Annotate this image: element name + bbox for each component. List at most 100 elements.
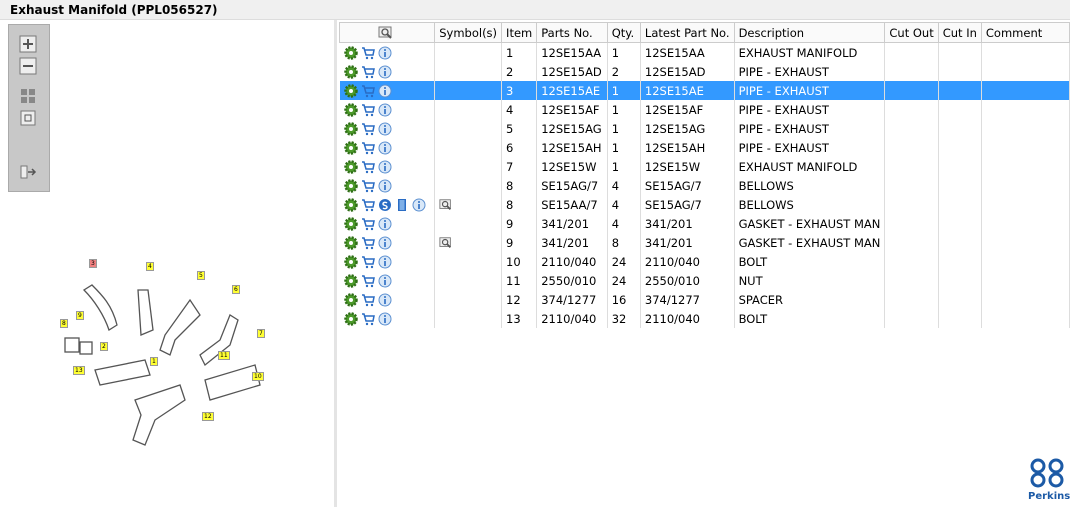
part-row[interactable]: 7 12SE15W 1 12SE15W EXHAUST MANIFOLD <box>339 157 1070 176</box>
cart-icon[interactable] <box>361 255 375 269</box>
callout[interactable]: 2 <box>100 342 108 351</box>
options-icon[interactable] <box>344 312 358 326</box>
cart-icon[interactable] <box>361 179 375 193</box>
part-row[interactable]: 1 12SE15AA 1 12SE15AA EXHAUST MANIFOLD <box>339 42 1070 62</box>
column-header[interactable]: Latest Part No. <box>639 22 735 43</box>
options-icon[interactable] <box>344 103 358 117</box>
service-icon[interactable] <box>378 198 392 212</box>
cart-icon[interactable] <box>361 103 375 117</box>
options-icon[interactable] <box>344 84 358 98</box>
callout[interactable]: 13 <box>73 366 85 375</box>
callout[interactable]: 5 <box>197 271 205 280</box>
symbols-cell <box>434 309 503 328</box>
part-row[interactable]: 9 341/201 8 341/201 GASKET - EXHAUST MAN <box>339 233 1070 252</box>
part-row[interactable]: 9 341/201 4 341/201 GASKET - EXHAUST MAN <box>339 214 1070 233</box>
zoom-out-button[interactable] <box>19 57 37 75</box>
exploded-diagram[interactable] <box>40 250 280 450</box>
cart-icon[interactable] <box>361 122 375 136</box>
info-icon[interactable] <box>378 103 392 117</box>
options-icon[interactable] <box>344 46 358 60</box>
part-row[interactable]: 8 SE15AG/7 4 SE15AG/7 BELLOWS <box>339 176 1070 195</box>
column-header[interactable]: Symbol(s) <box>434 22 503 43</box>
info-icon[interactable] <box>378 179 392 193</box>
cart-icon[interactable] <box>361 236 375 250</box>
cart-icon[interactable] <box>361 293 375 307</box>
callout[interactable]: 11 <box>218 351 230 360</box>
info-icon[interactable] <box>378 217 392 231</box>
symbol-icon[interactable] <box>439 236 453 250</box>
column-header[interactable]: Cut Out <box>884 22 939 43</box>
part-row[interactable]: 6 12SE15AH 1 12SE15AH PIPE - EXHAUST <box>339 138 1070 157</box>
info-icon[interactable] <box>378 141 392 155</box>
info-icon[interactable] <box>378 255 392 269</box>
action-icons <box>339 157 436 176</box>
part-row[interactable]: 5 12SE15AG 1 12SE15AG PIPE - EXHAUST <box>339 119 1070 138</box>
manual-icon[interactable] <box>395 198 409 212</box>
part-row[interactable]: 8 SE15AA/7 4 SE15AG/7 BELLOWS <box>339 195 1070 214</box>
options-icon[interactable] <box>344 255 358 269</box>
cart-icon[interactable] <box>361 198 375 212</box>
column-header[interactable]: Parts No. <box>536 22 608 43</box>
cart-icon[interactable] <box>361 46 375 60</box>
options-icon[interactable] <box>344 160 358 174</box>
info-icon[interactable] <box>378 65 392 79</box>
callout[interactable]: 10 <box>252 372 264 381</box>
cart-icon[interactable] <box>361 141 375 155</box>
callout[interactable]: 8 <box>60 319 68 328</box>
sync-button[interactable] <box>19 163 37 181</box>
options-icon[interactable] <box>344 274 358 288</box>
reset-button[interactable] <box>19 109 37 127</box>
info-icon[interactable] <box>378 236 392 250</box>
callout[interactable]: 4 <box>146 262 154 271</box>
item-cell: 8 <box>501 195 538 214</box>
callout[interactable]: 6 <box>232 285 240 294</box>
info-icon[interactable] <box>378 46 392 60</box>
cart-icon[interactable] <box>361 84 375 98</box>
options-icon[interactable] <box>344 65 358 79</box>
column-header[interactable]: Cut In <box>937 22 982 43</box>
cart-icon[interactable] <box>361 312 375 326</box>
info-icon[interactable] <box>378 160 392 174</box>
fit-button[interactable] <box>19 87 37 105</box>
info-icon[interactable] <box>378 312 392 326</box>
part-row[interactable]: 11 2550/010 24 2550/010 NUT <box>339 271 1070 290</box>
item-cell: 6 <box>501 138 538 157</box>
cart-icon[interactable] <box>361 274 375 288</box>
info-icon[interactable] <box>378 122 392 136</box>
part-row[interactable]: 2 12SE15AD 2 12SE15AD PIPE - EXHAUST <box>339 62 1070 81</box>
description-cell: BOLT <box>734 252 886 271</box>
qty-cell: 4 <box>607 195 641 214</box>
cart-icon[interactable] <box>361 160 375 174</box>
info-icon[interactable] <box>378 274 392 288</box>
symbol-icon[interactable] <box>439 198 453 212</box>
column-header[interactable]: Description <box>733 22 886 43</box>
cart-icon[interactable] <box>361 217 375 231</box>
part-row[interactable]: 13 2110/040 32 2110/040 BOLT <box>339 309 1070 328</box>
callout[interactable]: 12 <box>202 412 214 421</box>
part-row[interactable]: 10 2110/040 24 2110/040 BOLT <box>339 252 1070 271</box>
options-icon[interactable] <box>344 236 358 250</box>
options-icon[interactable] <box>344 198 358 212</box>
part-row[interactable]: 4 12SE15AF 1 12SE15AF PIPE - EXHAUST <box>339 100 1070 119</box>
options-icon[interactable] <box>344 179 358 193</box>
callout[interactable]: 3 <box>89 259 97 268</box>
info-icon[interactable] <box>378 293 392 307</box>
icon-column-header[interactable] <box>338 22 436 43</box>
info-icon[interactable] <box>412 198 426 212</box>
options-icon[interactable] <box>344 141 358 155</box>
options-icon[interactable] <box>344 217 358 231</box>
options-icon[interactable] <box>344 122 358 136</box>
part-row[interactable]: 12 374/1277 16 374/1277 SPACER <box>339 290 1070 309</box>
callout[interactable]: 9 <box>76 311 84 320</box>
column-header[interactable]: Comment <box>980 22 1070 43</box>
info-icon[interactable] <box>378 84 392 98</box>
column-header[interactable]: Item <box>501 22 538 43</box>
zoom-in-button[interactable] <box>19 35 37 53</box>
cart-icon[interactable] <box>361 65 375 79</box>
callout[interactable]: 7 <box>257 329 265 338</box>
part-row[interactable]: 3 12SE15AE 1 12SE15AE PIPE - EXHAUST <box>339 81 1070 100</box>
options-icon[interactable] <box>344 293 358 307</box>
column-header[interactable]: Qty. <box>606 22 641 43</box>
qty-cell: 1 <box>607 157 641 176</box>
callout[interactable]: 1 <box>150 357 158 366</box>
